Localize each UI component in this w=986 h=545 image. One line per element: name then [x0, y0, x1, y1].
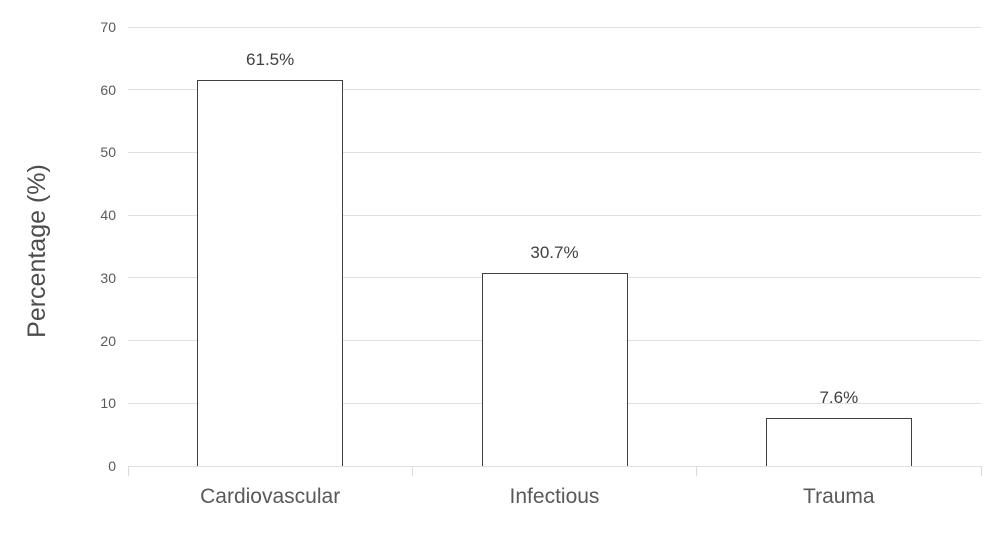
- bar-infectious: [481, 273, 628, 466]
- data-label-infectious: 30.7%: [530, 243, 579, 263]
- gridline: [128, 214, 981, 216]
- bar-cardiovascular: [197, 80, 344, 466]
- y-axis-tick-label: 30: [100, 269, 116, 286]
- y-axis-tick-label: 40: [100, 207, 116, 224]
- y-axis-tick-label: 10: [100, 395, 116, 412]
- data-label-trauma: 7.6%: [819, 388, 859, 408]
- gridline: [128, 89, 981, 91]
- y-axis-tick-label: 70: [100, 19, 116, 35]
- category-label-trauma: Trauma: [803, 485, 875, 508]
- category-label-infectious: Infectious: [509, 485, 600, 508]
- gridline: [128, 465, 981, 467]
- category-label-cardiovascular: Cardiovascular: [200, 485, 341, 508]
- data-label-cardiovascular: 61.5%: [246, 50, 295, 70]
- y-axis-title: Percentage (%): [23, 164, 51, 338]
- gridline: [128, 26, 981, 28]
- x-axis-tick-mark: [980, 466, 982, 476]
- y-axis-tick-label: 60: [100, 81, 116, 98]
- x-axis-tick-mark: [696, 466, 698, 476]
- gridline: [128, 151, 981, 153]
- y-axis-tick-label: 20: [100, 332, 116, 349]
- y-axis-tick-label: 0: [108, 458, 116, 474]
- y-axis-tick-label: 50: [100, 144, 116, 161]
- x-axis-tick-mark: [411, 466, 413, 476]
- bar-trauma: [765, 418, 912, 466]
- x-axis-tick-mark: [127, 466, 129, 476]
